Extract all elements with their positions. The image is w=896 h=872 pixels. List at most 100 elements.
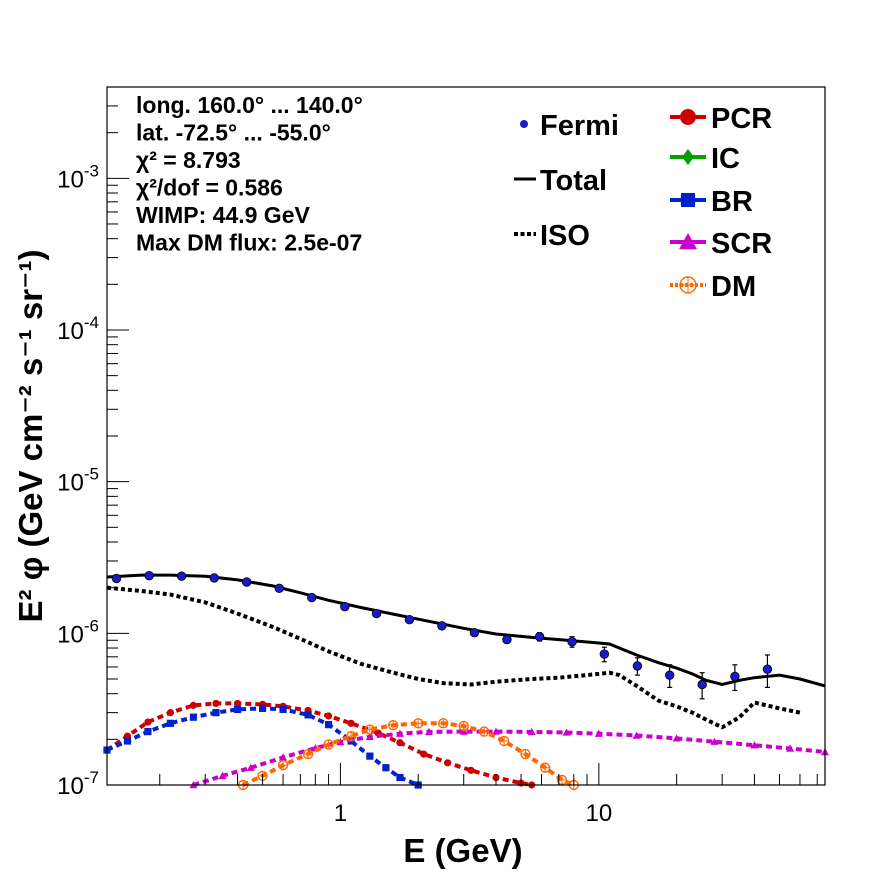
data-point <box>336 738 345 746</box>
y-tick-label: 10-3 <box>57 161 99 193</box>
series-scr <box>189 727 829 789</box>
data-point <box>189 701 198 709</box>
legend-label: BR <box>711 186 753 218</box>
series-iso <box>106 585 801 730</box>
data-point <box>302 748 314 760</box>
fermi-point <box>697 672 707 700</box>
x-tick-label: 10 <box>585 800 612 827</box>
info-box: long. 160.0° ... 140.0°lat. -72.5° ... -… <box>136 92 363 256</box>
data-point <box>212 709 220 717</box>
series-line <box>105 701 533 787</box>
fermi-point <box>664 664 675 689</box>
legend-label: PCR <box>711 103 772 135</box>
data-point <box>710 737 719 745</box>
data-point <box>279 753 288 761</box>
legend-item-br: BR <box>670 186 753 218</box>
legend-marker <box>679 233 697 250</box>
fermi-point <box>632 657 643 676</box>
info-line: χ² = 8.793 <box>136 147 241 173</box>
legend-label: ISO <box>540 220 590 252</box>
data-point <box>324 712 333 720</box>
fermi-point <box>340 601 350 612</box>
legend-item-ic: IC <box>670 143 740 175</box>
x-axis-label: E (GeV) <box>403 832 522 869</box>
data-point <box>304 711 312 719</box>
data-point <box>365 732 374 740</box>
info-line: Max DM flux: 2.5e-07 <box>136 230 362 256</box>
fermi-point <box>762 654 773 689</box>
data-point <box>396 739 404 747</box>
series-total <box>106 573 826 688</box>
legend-item-dm: DM <box>670 271 756 303</box>
legend-item-total: Total <box>514 165 607 197</box>
data-point <box>539 762 551 773</box>
legend-marker <box>679 276 697 294</box>
info-line: χ²/dof = 0.586 <box>136 175 283 201</box>
y-tick-label: 10-4 <box>57 313 99 345</box>
info-line: lat. -72.5° ... -55.0° <box>136 120 331 146</box>
legend-marker <box>520 120 528 128</box>
y-tick-label: 10-5 <box>57 465 99 497</box>
data-point <box>246 763 255 771</box>
legend-item-fermi: Fermi <box>520 110 619 142</box>
data-point <box>491 727 500 735</box>
data-point <box>366 752 374 760</box>
fermi-point <box>274 583 284 594</box>
fermi-point <box>404 614 415 625</box>
data-point <box>632 731 641 739</box>
legend-marker <box>680 109 696 125</box>
legend-marker <box>681 193 695 207</box>
legend-label: DM <box>711 271 756 303</box>
fermi-point <box>242 577 252 587</box>
data-point <box>144 718 152 726</box>
data-point <box>279 705 287 714</box>
data-point <box>258 704 267 712</box>
legend-label: Fermi <box>540 110 619 142</box>
data-point <box>458 720 469 732</box>
data-point <box>144 727 152 736</box>
fermi-point <box>469 627 480 638</box>
legend-item-pcr: PCR <box>670 103 772 135</box>
fermi-point <box>307 592 317 603</box>
axes: 1 10 10-7 10-6 10-5 10-4 10-3 <box>57 86 818 827</box>
data-point <box>166 719 175 727</box>
data-point <box>750 741 759 749</box>
data-point <box>324 721 333 729</box>
series-pcr <box>103 699 536 789</box>
x-tick-label: 1 <box>334 800 347 827</box>
fermi-point <box>111 573 122 584</box>
plot-curves <box>103 573 829 791</box>
data-point <box>562 728 571 736</box>
series-line <box>106 573 826 688</box>
fermi-point <box>502 634 512 645</box>
data-point <box>527 727 536 736</box>
data-point <box>345 730 357 742</box>
data-point <box>520 748 531 760</box>
series-line <box>192 729 826 787</box>
data-point <box>347 719 355 727</box>
data-point <box>233 699 242 708</box>
fermi-data-points <box>111 570 773 700</box>
data-point <box>277 760 289 771</box>
data-point <box>594 729 603 737</box>
data-point <box>786 744 795 752</box>
data-point <box>396 773 404 782</box>
series-line <box>106 585 801 730</box>
legend-label: Total <box>540 165 607 197</box>
data-point <box>459 727 468 735</box>
data-point <box>218 771 227 779</box>
data-point <box>478 726 490 737</box>
fermi-point <box>437 621 447 631</box>
legend-item-iso: ISO <box>514 220 590 252</box>
data-point <box>424 727 433 736</box>
data-point <box>233 705 242 714</box>
legend-item-scr: SCR <box>670 228 772 260</box>
info-line: WIMP: 44.9 GeV <box>136 202 310 228</box>
fermi-point <box>176 571 187 581</box>
fermi-point <box>730 664 740 692</box>
data-point <box>364 724 376 735</box>
fermi-point <box>599 646 610 663</box>
y-tick-label: 10-6 <box>57 616 99 648</box>
data-point <box>412 718 424 729</box>
